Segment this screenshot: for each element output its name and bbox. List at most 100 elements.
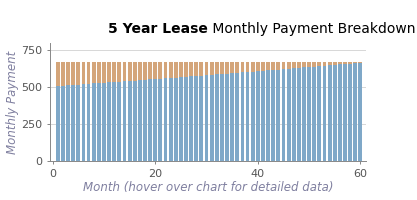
- Bar: [189, 76, 193, 161]
- Bar: [199, 76, 203, 161]
- Text: Monthly Payment Breakdown: Monthly Payment Breakdown: [208, 22, 415, 36]
- Bar: [205, 62, 208, 75]
- Bar: [276, 70, 280, 161]
- Bar: [133, 62, 137, 81]
- Bar: [251, 72, 255, 161]
- Bar: [189, 62, 193, 76]
- Bar: [246, 62, 249, 72]
- Bar: [276, 62, 280, 70]
- Bar: [307, 62, 311, 67]
- Bar: [230, 62, 234, 73]
- Bar: [235, 62, 239, 73]
- Bar: [87, 62, 90, 84]
- Bar: [359, 63, 362, 161]
- Bar: [143, 80, 147, 161]
- Bar: [323, 62, 327, 66]
- Bar: [302, 62, 306, 67]
- Bar: [102, 62, 106, 83]
- Bar: [56, 86, 60, 161]
- Bar: [138, 62, 142, 80]
- Bar: [261, 71, 265, 161]
- Bar: [133, 81, 137, 161]
- Bar: [158, 79, 162, 161]
- Bar: [241, 62, 244, 72]
- Bar: [102, 83, 106, 161]
- Bar: [353, 63, 357, 161]
- Bar: [333, 62, 337, 65]
- Bar: [220, 74, 224, 161]
- Bar: [333, 65, 337, 161]
- Bar: [261, 62, 265, 71]
- Bar: [153, 62, 157, 79]
- Bar: [266, 62, 270, 70]
- Bar: [323, 66, 327, 161]
- Bar: [359, 62, 362, 63]
- Bar: [81, 84, 85, 161]
- Bar: [343, 62, 347, 64]
- Bar: [307, 67, 311, 161]
- Bar: [179, 62, 183, 77]
- Bar: [348, 64, 352, 161]
- Bar: [148, 62, 152, 79]
- Bar: [225, 74, 229, 161]
- Bar: [153, 79, 157, 161]
- Bar: [353, 62, 357, 63]
- Bar: [158, 62, 162, 79]
- Bar: [235, 73, 239, 161]
- Bar: [71, 85, 75, 161]
- Bar: [281, 69, 285, 161]
- Bar: [271, 70, 275, 161]
- Bar: [163, 78, 167, 161]
- Bar: [246, 72, 249, 161]
- Bar: [312, 62, 316, 67]
- Bar: [76, 85, 80, 161]
- Bar: [256, 62, 260, 71]
- Bar: [256, 71, 260, 161]
- Bar: [184, 62, 188, 77]
- Bar: [148, 79, 152, 161]
- Bar: [184, 77, 188, 161]
- Bar: [328, 65, 332, 161]
- Bar: [112, 62, 116, 82]
- Bar: [343, 64, 347, 161]
- Bar: [81, 62, 85, 84]
- Bar: [61, 86, 65, 161]
- Bar: [292, 62, 296, 68]
- Bar: [71, 62, 75, 85]
- Bar: [87, 84, 90, 161]
- Bar: [138, 80, 142, 161]
- Bar: [194, 76, 198, 161]
- Bar: [312, 67, 316, 161]
- Bar: [97, 83, 101, 161]
- Bar: [338, 62, 342, 64]
- Bar: [205, 75, 208, 161]
- Bar: [143, 62, 147, 80]
- Bar: [66, 85, 70, 161]
- Bar: [266, 70, 270, 161]
- Bar: [220, 62, 224, 74]
- Bar: [328, 62, 332, 65]
- Bar: [123, 62, 126, 81]
- Text: 5 Year Lease: 5 Year Lease: [108, 22, 208, 36]
- Bar: [281, 62, 285, 69]
- Bar: [251, 62, 255, 72]
- Bar: [123, 81, 126, 161]
- Bar: [118, 62, 121, 82]
- Bar: [163, 62, 167, 78]
- Bar: [61, 62, 65, 86]
- Bar: [107, 82, 111, 161]
- Bar: [286, 62, 291, 69]
- Bar: [128, 81, 131, 161]
- Bar: [66, 62, 70, 85]
- Bar: [297, 62, 301, 68]
- Bar: [210, 75, 214, 161]
- Bar: [317, 62, 321, 66]
- Bar: [128, 62, 131, 81]
- Bar: [169, 62, 173, 78]
- Bar: [292, 68, 296, 161]
- Y-axis label: Monthly Payment: Monthly Payment: [5, 50, 18, 154]
- Bar: [241, 72, 244, 161]
- Bar: [107, 62, 111, 82]
- Bar: [271, 62, 275, 70]
- Bar: [215, 62, 219, 74]
